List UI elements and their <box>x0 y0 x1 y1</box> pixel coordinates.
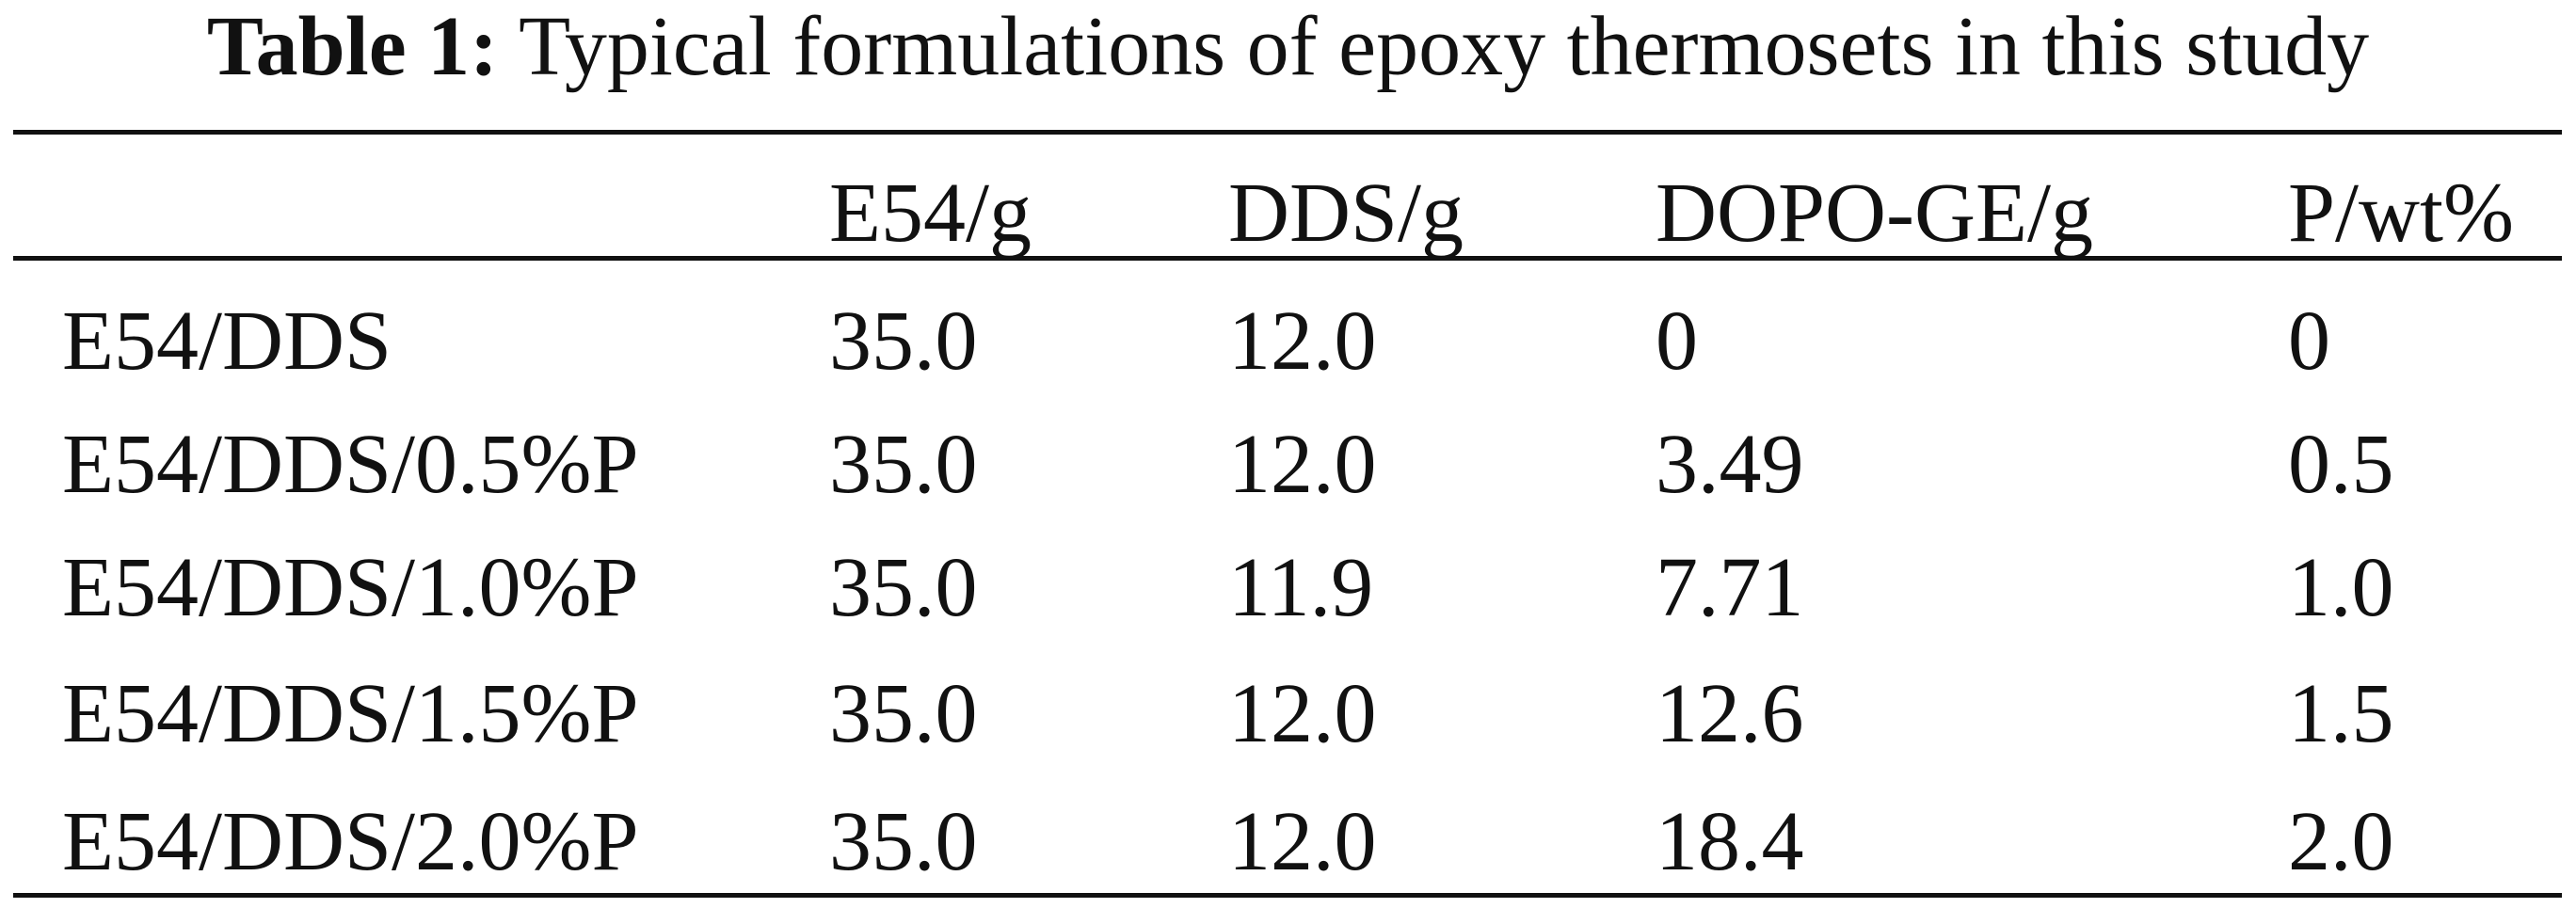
column-header: E54/g <box>829 167 1032 260</box>
table-cell: 2.0 <box>2288 795 2394 888</box>
table-cell: 11.9 <box>1228 541 1374 634</box>
table-cell: 18.4 <box>1656 795 1804 888</box>
column-header: DDS/g <box>1228 167 1464 260</box>
column-header: P/wt% <box>2288 167 2515 260</box>
table-cell: 12.0 <box>1228 418 1377 511</box>
table-cell: 7.71 <box>1656 541 1804 634</box>
table-cell: 35.0 <box>829 795 978 888</box>
row-label: E54/DDS/0.5%P <box>62 418 639 511</box>
row-label: E54/DDS <box>62 295 392 388</box>
column-header: DOPO-GE/g <box>1656 167 2093 260</box>
table-cell: 0 <box>1656 295 1698 388</box>
table-cell: 1.0 <box>2288 541 2394 634</box>
caption: Table 1: Typical formulations of epoxy th… <box>0 2 2576 92</box>
table-cell: 12.0 <box>1228 295 1377 388</box>
table-cell: 1.5 <box>2288 667 2394 760</box>
table-cell: 35.0 <box>829 541 978 634</box>
table-cell: 35.0 <box>829 667 978 760</box>
header-rule <box>13 256 2562 261</box>
table-cell: 35.0 <box>829 418 978 511</box>
table-cell: 35.0 <box>829 295 978 388</box>
caption-text: Typical formulations of epoxy thermosets… <box>519 0 2370 93</box>
bottom-rule <box>13 893 2562 898</box>
table-cell: 12.6 <box>1656 667 1804 760</box>
caption-label: Table 1: <box>206 0 499 93</box>
table-cell: 12.0 <box>1228 795 1377 888</box>
table-cell: 12.0 <box>1228 667 1377 760</box>
table-cell: 0 <box>2288 295 2330 388</box>
row-label: E54/DDS/1.5%P <box>62 667 639 760</box>
row-label: E54/DDS/2.0%P <box>62 795 639 888</box>
table-cell: 3.49 <box>1656 418 1804 511</box>
top-rule <box>13 130 2562 135</box>
row-label: E54/DDS/1.0%P <box>62 541 639 634</box>
table-cell: 0.5 <box>2288 418 2394 511</box>
